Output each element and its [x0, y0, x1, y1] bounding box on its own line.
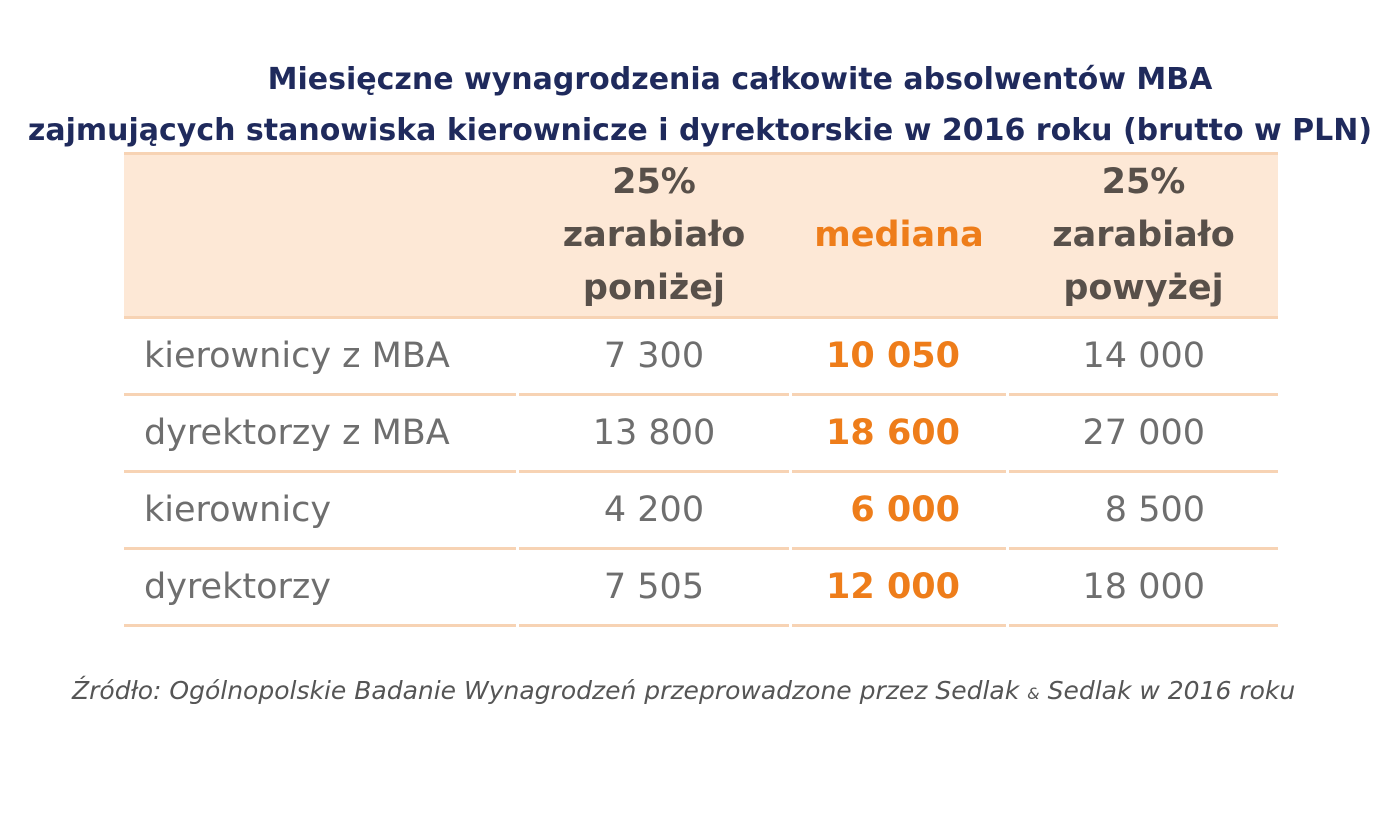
- header-empty-cell: [124, 155, 516, 316]
- header-high-line-1: 25%: [1101, 162, 1186, 202]
- row-label: kierownicy z MBA: [144, 336, 450, 376]
- table-row: dyrektorzy 7 505 12 000 18 000: [124, 550, 1278, 627]
- value-median: 12 000: [826, 567, 960, 607]
- row-divider: [792, 470, 1006, 473]
- value-low-quartile: 13 800: [592, 413, 716, 453]
- value-low-quartile: 7 505: [603, 567, 705, 607]
- row-divider: [792, 624, 1006, 627]
- row-label: kierownicy: [144, 490, 332, 530]
- header-low-line-2: zarabiało: [562, 215, 746, 255]
- row-divider: [792, 393, 1006, 396]
- source-text-suffix: Sedlak w 2016 roku: [1039, 676, 1296, 705]
- header-high-line-2: zarabiało: [1052, 215, 1235, 255]
- row-divider: [124, 393, 516, 396]
- table-row: kierownicy z MBA 7 300 10 050 14 000: [124, 319, 1278, 396]
- header-median-label: mediana: [814, 215, 984, 255]
- row-divider: [519, 547, 789, 550]
- header-low-line-3: poniżej: [582, 268, 726, 308]
- row-divider: [124, 470, 516, 473]
- value-median: 10 050: [826, 336, 960, 376]
- value-low-quartile: 4 200: [603, 490, 705, 530]
- value-high-quartile: 18 000: [1082, 567, 1205, 607]
- row-divider: [519, 393, 789, 396]
- header-low-quartile: 25% zarabiało poniżej: [519, 155, 789, 316]
- table-row: dyrektorzy z MBA 13 800 18 600 27 000: [124, 396, 1278, 473]
- table-header-row: 25% zarabiało poniżej mediana 25% zarabi…: [124, 152, 1278, 319]
- table-row: kierownicy 4 200 6 000 8 500: [124, 473, 1278, 550]
- salary-table: 25% zarabiało poniżej mediana 25% zarabi…: [124, 152, 1278, 627]
- chart-title-line-1: Miesięczne wynagrodzenia całkowite absol…: [267, 62, 1213, 97]
- header-high-line-3: powyżej: [1063, 268, 1224, 308]
- row-divider: [124, 547, 516, 550]
- row-divider: [1009, 547, 1278, 550]
- row-label: dyrektorzy: [144, 567, 331, 607]
- row-divider: [519, 470, 789, 473]
- value-high-quartile: 8 500: [1104, 490, 1205, 530]
- row-divider: [1009, 624, 1278, 627]
- value-high-quartile: 27 000: [1082, 413, 1205, 453]
- source-note: Źródło: Ogólnopolskie Badanie Wynagrodze…: [72, 676, 1295, 705]
- row-divider: [1009, 393, 1278, 396]
- row-divider: [124, 624, 516, 627]
- row-divider: [792, 547, 1006, 550]
- value-high-quartile: 14 000: [1082, 336, 1205, 376]
- value-low-quartile: 7 300: [603, 336, 705, 376]
- source-text-prefix: Źródło: Ogólnopolskie Badanie Wynagrodze…: [72, 676, 1028, 705]
- source-ampersand: &: [1027, 684, 1040, 703]
- header-low-line-1: 25%: [612, 162, 696, 202]
- header-high-quartile: 25% zarabiało powyżej: [1009, 155, 1278, 316]
- value-median: 18 600: [826, 413, 960, 453]
- row-label: dyrektorzy z MBA: [144, 413, 450, 453]
- chart-title-line-2: zajmujących stanowiska kierownicze i dyr…: [27, 113, 1373, 148]
- row-divider: [1009, 470, 1278, 473]
- row-divider: [519, 624, 789, 627]
- header-median: mediana: [792, 155, 1006, 316]
- value-median: 6 000: [850, 490, 960, 530]
